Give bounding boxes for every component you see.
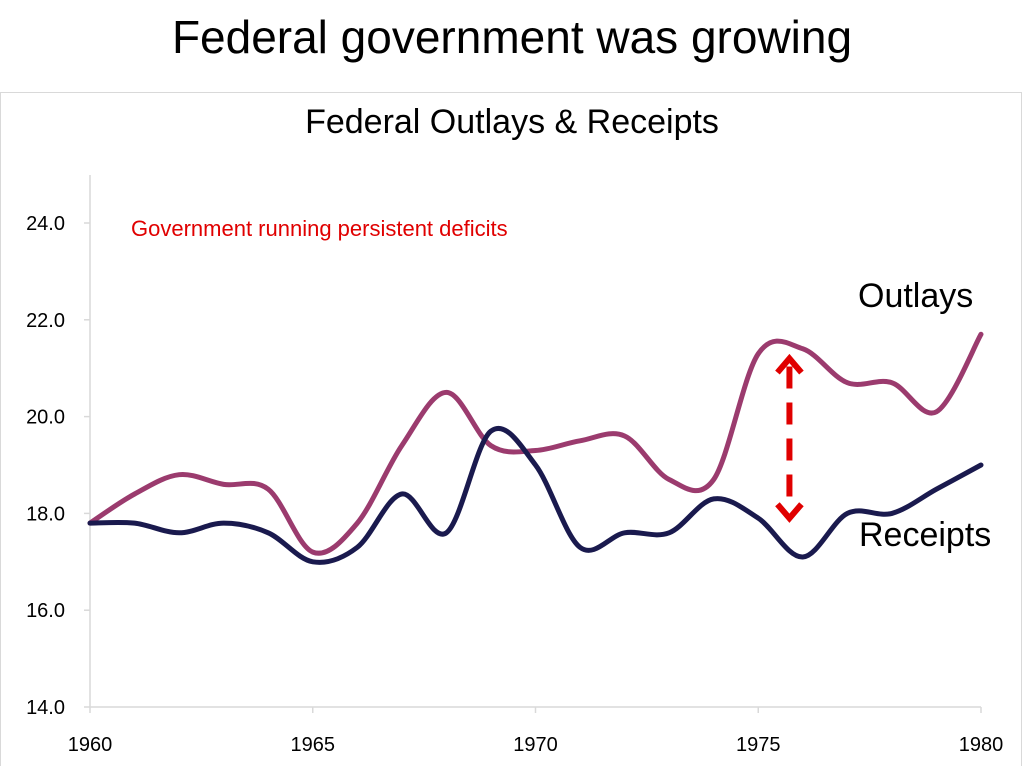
x-tick-label: 1970 bbox=[513, 734, 558, 756]
chart-frame: Federal Outlays & Receipts 14.0 16.0 18.0 2… bbox=[0, 92, 1022, 766]
y-tick-label: 20.0 bbox=[26, 407, 65, 429]
y-tick-group: 14.0 16.0 18.0 20.0 22.0 24.0 bbox=[26, 213, 90, 719]
series-line-outlays bbox=[87, 331, 984, 556]
chart-title: Federal Outlays & Receipts bbox=[305, 103, 719, 141]
deficit-arrow-head-up bbox=[775, 353, 804, 375]
y-tick-label: 14.0 bbox=[26, 697, 65, 719]
y-tick-label: 22.0 bbox=[26, 310, 65, 332]
x-tick-label: 1965 bbox=[291, 734, 336, 756]
y-tick-label: 16.0 bbox=[26, 600, 65, 622]
deficit-arrow-head-down bbox=[775, 502, 804, 523]
series-label-outlays: Outlays bbox=[858, 277, 973, 315]
deficit-annotation: Government running persistent deficits bbox=[131, 216, 508, 241]
y-tick-label: 24.0 bbox=[26, 213, 65, 235]
x-tick-group: 1960 1965 1970 1975 1980 bbox=[68, 707, 1004, 756]
x-tick-label: 1975 bbox=[736, 734, 781, 756]
x-tick-label: 1960 bbox=[68, 734, 113, 756]
series-line-receipts bbox=[87, 426, 984, 565]
slide-title: Federal government was growing bbox=[171, 11, 853, 63]
series-group bbox=[87, 331, 984, 565]
x-tick-label: 1980 bbox=[959, 734, 1004, 756]
deficit-arrow bbox=[775, 353, 804, 523]
series-label-receipts: Receipts bbox=[859, 516, 991, 554]
line-chart: Federal Outlays & Receipts 14.0 16.0 18.0 2… bbox=[26, 103, 1004, 756]
y-tick-label: 18.0 bbox=[26, 503, 65, 525]
